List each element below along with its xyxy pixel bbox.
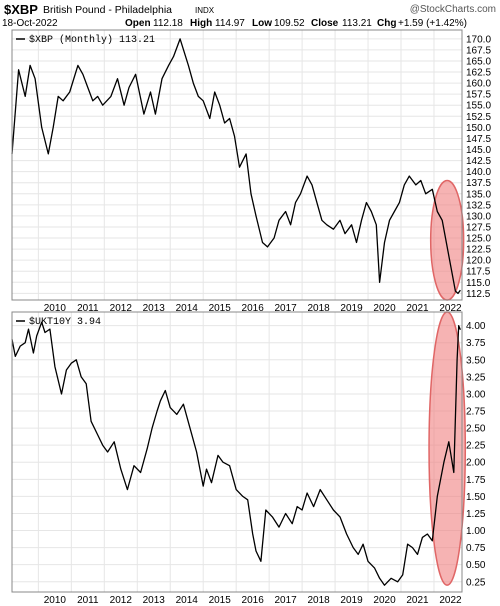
x-tick-label: 2014 — [176, 595, 199, 606]
x-tick-label: 2022 — [439, 303, 462, 314]
low-value: 109.52 — [274, 18, 305, 29]
x-tick-label: 2015 — [209, 595, 232, 606]
instrument-name: British Pound - Philadelphia — [43, 4, 172, 16]
y-tick-label: 132.5 — [466, 200, 491, 211]
x-tick-label: 2019 — [340, 303, 363, 314]
y-tick-label: 157.5 — [466, 90, 491, 101]
open-value: 112.18 — [153, 18, 183, 29]
y-tick-label: 1.25 — [466, 509, 486, 520]
x-tick-label: 2018 — [307, 303, 330, 314]
panels: 112.5115.0117.5120.0122.5125.0127.5130.0… — [11, 29, 491, 606]
x-tick-label: 2012 — [110, 595, 133, 606]
open-label: Open — [125, 18, 151, 29]
x-tick-label: 2020 — [373, 303, 396, 314]
low-label: Low — [252, 18, 272, 29]
x-tick-label: 2017 — [275, 595, 298, 606]
y-tick-label: 170.0 — [466, 34, 491, 45]
y-tick-label: 120.0 — [466, 256, 491, 267]
y-tick-label: 167.5 — [466, 45, 491, 56]
x-tick-label: 2020 — [373, 595, 396, 606]
plot-area — [12, 30, 462, 300]
x-tick-label: 2021 — [406, 303, 429, 314]
y-tick-label: 152.5 — [466, 112, 491, 123]
plot-frame — [11, 29, 463, 301]
y-tick-label: 122.5 — [466, 245, 491, 256]
legend-label: $UKT10Y 3.94 — [29, 316, 101, 328]
x-tick-label: 2014 — [176, 303, 199, 314]
y-tick-label: 145.0 — [466, 145, 491, 156]
x-tick-label: 2018 — [307, 595, 330, 606]
y-tick-label: 2.50 — [466, 424, 486, 435]
y-tick-label: 1.75 — [466, 475, 486, 486]
y-tick-label: 3.00 — [466, 389, 486, 400]
y-tick-label: 160.0 — [466, 79, 491, 90]
close-label: Close — [311, 18, 339, 29]
y-tick-label: 3.25 — [466, 372, 486, 383]
x-tick-label: 2011 — [77, 595, 99, 606]
y-tick-label: 125.0 — [466, 234, 491, 245]
y-tick-label: 1.50 — [466, 492, 486, 503]
y-tick-label: 115.0 — [466, 278, 491, 289]
y-tick-label: 2.00 — [466, 458, 486, 469]
x-tick-label: 2017 — [275, 303, 298, 314]
y-tick-label: 135.0 — [466, 189, 491, 200]
x-tick-label: 2010 — [44, 595, 67, 606]
series-line — [11, 38, 461, 295]
x-tick-label: 2011 — [77, 303, 99, 314]
y-tick-label: 162.5 — [466, 68, 491, 79]
y-tick-label: 0.50 — [466, 560, 486, 571]
y-tick-label: 165.0 — [466, 56, 491, 67]
y-tick-label: 127.5 — [466, 222, 491, 233]
y-tick-label: 0.25 — [466, 577, 486, 588]
x-tick-label: 2016 — [242, 595, 265, 606]
y-tick-label: 3.50 — [466, 355, 486, 366]
y-tick-label: 140.0 — [466, 167, 491, 178]
x-tick-label: 2010 — [44, 303, 67, 314]
chg-label: Chg — [377, 18, 396, 29]
x-tick-label: 2013 — [143, 303, 166, 314]
chart-panel-1: 112.5115.0117.5120.0122.5125.0127.5130.0… — [11, 29, 491, 314]
close-value: 113.21 — [342, 18, 372, 29]
y-tick-label: 130.0 — [466, 211, 491, 222]
watermark: @StockCharts.com — [410, 4, 496, 15]
y-tick-label: 150.0 — [466, 123, 491, 134]
y-tick-label: 142.5 — [466, 156, 491, 167]
plot-frame — [11, 311, 463, 593]
exchange-label: INDX — [195, 6, 215, 15]
y-tick-label: 2.75 — [466, 407, 486, 418]
date-label: 18-Oct-2022 — [2, 18, 58, 29]
y-tick-label: 2.25 — [466, 441, 486, 452]
highlight-ellipse — [429, 179, 465, 301]
y-tick-label: 3.75 — [466, 338, 486, 349]
y-tick-label: 4.00 — [466, 321, 486, 332]
y-tick-label: 137.5 — [466, 178, 491, 189]
x-tick-label: 2012 — [110, 303, 133, 314]
high-label: High — [190, 18, 212, 29]
symbol-label: $XBP — [4, 2, 38, 17]
y-tick-label: 0.75 — [466, 543, 486, 554]
x-tick-label: 2013 — [143, 595, 166, 606]
x-tick-label: 2015 — [209, 303, 232, 314]
y-tick-label: 147.5 — [466, 134, 491, 145]
series-line — [11, 321, 462, 586]
plot-area — [12, 312, 462, 592]
x-tick-label: 2022 — [439, 595, 462, 606]
x-tick-label: 2016 — [242, 303, 265, 314]
y-tick-label: 112.5 — [466, 289, 491, 300]
chart-panel-2: 0.25 0.50 0.75 1.00 1.25 1.50 1.75 2.00 2.25 2.50… — [11, 311, 486, 606]
y-tick-label: 155.0 — [466, 101, 491, 112]
y-tick-label: 117.5 — [466, 267, 491, 278]
high-value: 114.97 — [215, 18, 245, 29]
chg-value: +1.59 (+1.42%) — [398, 18, 467, 29]
y-tick-label: 1.00 — [466, 526, 486, 537]
x-tick-label: 2019 — [340, 595, 363, 606]
x-tick-label: 2021 — [406, 595, 429, 606]
legend-label: $XBP (Monthly) 113.21 — [29, 34, 155, 46]
